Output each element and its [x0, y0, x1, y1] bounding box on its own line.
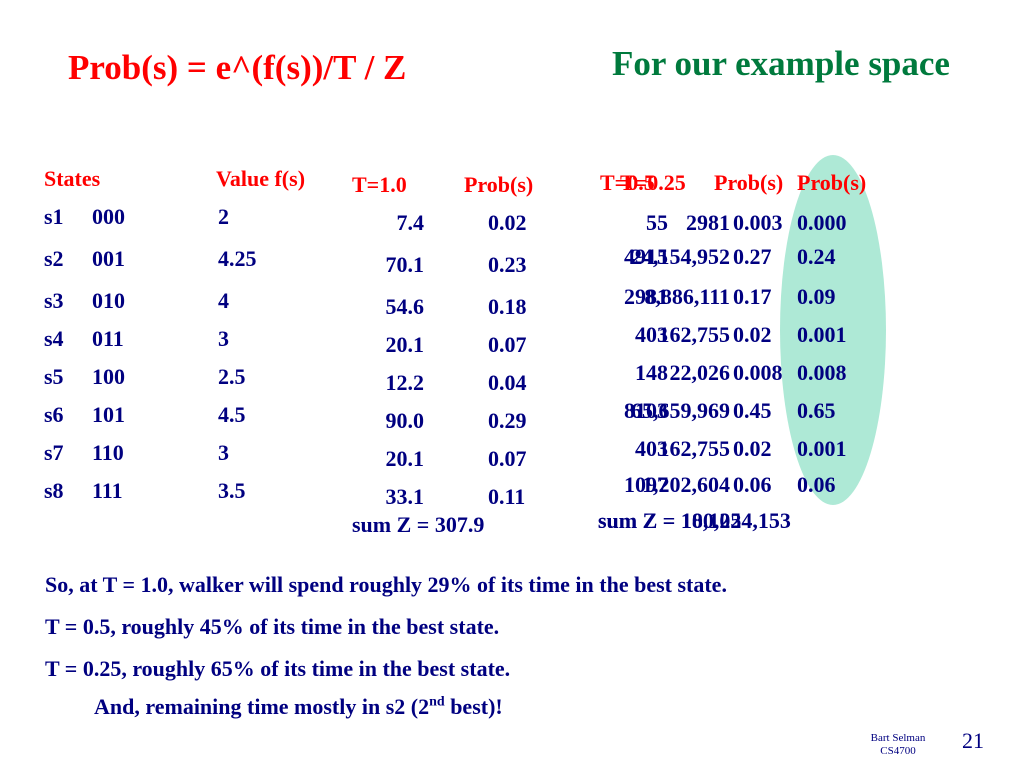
- note-line-4: And, remaining time mostly in s2 (2nd be…: [94, 694, 503, 720]
- cell-prob-t1: 0.07: [488, 332, 527, 357]
- cell-state: s3: [44, 288, 64, 313]
- author-name: Bart Selman: [870, 732, 926, 744]
- header-prob05: Prob(s): [714, 170, 784, 195]
- cell-state: s4: [44, 326, 64, 351]
- sum-t025: sum Z = 100,254,153: [598, 508, 791, 533]
- sum-t05: sum Z = 18,102: [598, 508, 742, 533]
- note-line-4-post: best)!: [444, 694, 503, 719]
- cell-state: s2: [44, 246, 64, 271]
- cell-exp-t1: 54.6: [385, 294, 425, 319]
- cell-prob-t025: 0.65: [797, 398, 836, 423]
- cell-exp-t025: 162,755: [658, 322, 731, 347]
- cell-exp-t025: 162,755: [658, 436, 731, 461]
- cell-bits: 100: [92, 364, 125, 389]
- header-t025: T=0.25: [620, 170, 686, 195]
- header-prob1: Prob(s): [464, 172, 534, 197]
- note-line-1: So, at T = 1.0, walker will spend roughl…: [45, 572, 727, 597]
- cell-value: 4: [218, 288, 229, 313]
- note-line-3: T = 0.25, roughly 65% of its time in the…: [45, 656, 511, 681]
- cell-value: 3.5: [218, 478, 246, 503]
- cell-prob-t05: 0.17: [733, 284, 772, 309]
- cell-bits: 010: [92, 288, 125, 313]
- cell-exp-t1: 7.4: [396, 210, 425, 235]
- cell-exp-t025: 1,202,604: [642, 472, 730, 497]
- cell-exp-t05: 148: [635, 360, 668, 385]
- cell-exp-t1: 70.1: [385, 252, 425, 277]
- cell-value: 4.25: [218, 246, 257, 271]
- cell-prob-t025: 0.001: [797, 436, 847, 461]
- cell-value: 3: [218, 326, 229, 351]
- cell-bits: 000: [92, 204, 125, 229]
- cell-bits: 111: [92, 478, 123, 503]
- note-line-4-sup: nd: [429, 694, 445, 710]
- cell-exp-t1: 12.2: [385, 370, 425, 395]
- cell-prob-t025: 0.000: [797, 210, 847, 235]
- slide-number: 21: [962, 728, 984, 753]
- cell-exp-t1: 33.1: [385, 484, 425, 509]
- cell-prob-t1: 0.07: [488, 446, 527, 471]
- cell-bits: 110: [92, 440, 124, 465]
- slide-title: Prob(s) = e^(f(s))/T / Z: [68, 48, 407, 87]
- cell-state: s6: [44, 402, 64, 427]
- cell-prob-t1: 0.02: [488, 210, 527, 235]
- cell-exp-t1: 20.1: [385, 332, 425, 357]
- cell-exp-t05: 8103: [624, 398, 668, 423]
- note-line-2: T = 0.5, roughly 45% of its time in the …: [45, 614, 500, 639]
- cell-state: s5: [44, 364, 64, 389]
- header-value: Value f(s): [216, 166, 306, 191]
- cell-exp-t05: 55: [646, 210, 668, 235]
- cell-prob-t1: 0.04: [488, 370, 527, 395]
- cell-bits: 011: [92, 326, 124, 351]
- cell-prob-t05: 0.45: [733, 398, 772, 423]
- cell-state: s7: [44, 440, 64, 465]
- cell-prob-t05: 0.02: [733, 436, 772, 461]
- slide-subtitle: For our example space: [612, 44, 950, 83]
- cell-exp-t025: 2981: [686, 210, 730, 235]
- sum-t1: sum Z = 307.9: [352, 512, 485, 537]
- cell-exp-t05: 1097: [624, 472, 668, 497]
- cell-prob-t025: 0.06: [797, 472, 836, 497]
- cell-prob-t05: 0.27: [733, 244, 772, 269]
- cell-exp-t05: 403: [635, 322, 668, 347]
- cell-value: 3: [218, 440, 229, 465]
- cell-prob-t1: 0.23: [488, 252, 527, 277]
- cell-state: s1: [44, 204, 64, 229]
- cell-prob-t05: 0.02: [733, 322, 772, 347]
- cell-prob-t025: 0.24: [797, 244, 836, 269]
- cell-exp-t025: 8,886,111: [644, 284, 730, 309]
- cell-exp-t05: 4915: [624, 244, 668, 269]
- cell-exp-t025: 24,154,952: [631, 244, 730, 269]
- cell-prob-t1: 0.11: [488, 484, 526, 509]
- cell-prob-t05: 0.06: [733, 472, 772, 497]
- cell-state: s8: [44, 478, 64, 503]
- cell-exp-t025: 65,659,969: [631, 398, 730, 423]
- highlight-oval: [780, 155, 886, 505]
- cell-exp-t05: 2981: [624, 284, 668, 309]
- cell-exp-t025: 22,026: [669, 360, 731, 385]
- cell-exp-t1: 20.1: [385, 446, 425, 471]
- cell-prob-t025: 0.001: [797, 322, 847, 347]
- header-prob025: Prob(s): [797, 170, 867, 195]
- cell-value: 2.5: [218, 364, 246, 389]
- note-line-4-pre: And, remaining time mostly in s2 (2: [94, 694, 430, 719]
- header-t1: T=1.0: [352, 172, 407, 197]
- cell-value: 2: [218, 204, 229, 229]
- course-code: CS4700: [880, 745, 916, 757]
- cell-value: 4.5: [218, 402, 246, 427]
- cell-prob-t1: 0.18: [488, 294, 527, 319]
- cell-prob-t05: 0.003: [733, 210, 783, 235]
- header-t05: T=0.5: [600, 170, 655, 195]
- cell-exp-t1: 90.0: [385, 408, 425, 433]
- header-states: States: [44, 166, 101, 191]
- cell-prob-t05: 0.008: [733, 360, 783, 385]
- cell-exp-t05: 403: [635, 436, 668, 461]
- footer-author: Bart Selman CS4700: [858, 732, 938, 758]
- cell-bits: 101: [92, 402, 125, 427]
- cell-bits: 001: [92, 246, 125, 271]
- cell-prob-t025: 0.09: [797, 284, 836, 309]
- cell-prob-t025: 0.008: [797, 360, 847, 385]
- cell-prob-t1: 0.29: [488, 408, 527, 433]
